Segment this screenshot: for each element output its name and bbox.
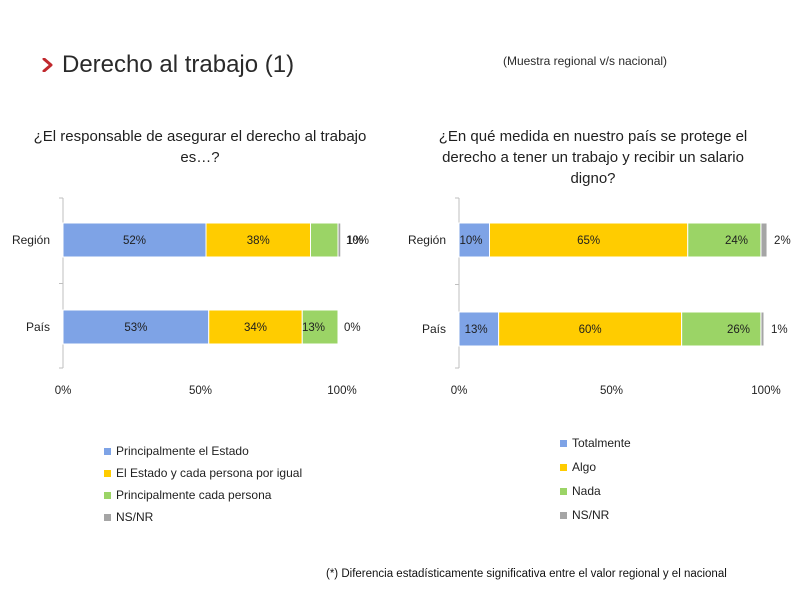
data-label: 52% (123, 235, 146, 247)
data-label: 13% (465, 324, 488, 336)
category-label: País (26, 320, 50, 334)
bar-segment (310, 222, 339, 258)
legend-label: Totalmente (572, 436, 631, 450)
legend-label: El Estado y cada persona por igual (116, 466, 303, 480)
data-label: 53% (124, 322, 147, 334)
legend-swatch (560, 464, 567, 472)
footnote: (*) Diferencia estadísticamente signific… (326, 568, 727, 580)
legend-swatch (104, 492, 111, 500)
data-label: 38% (247, 235, 270, 247)
data-label: 10% (346, 235, 369, 247)
x-tick-label: 50% (189, 385, 212, 397)
data-label: 60% (579, 324, 602, 336)
legend-item: El Estado y cada persona por igual (104, 466, 302, 480)
legend-item: Algo (560, 460, 596, 474)
bar-segment (760, 311, 765, 347)
page-title: Derecho al trabajo (1) (62, 51, 295, 78)
data-label: 13% (302, 322, 325, 334)
bar-segment (458, 222, 490, 258)
page-subtitle: (Muestra regional v/s nacional) (502, 54, 668, 68)
data-label: 10% (460, 235, 483, 247)
legend-item: Totalmente (560, 436, 631, 450)
category-label: País (422, 322, 446, 336)
legend-swatch (104, 448, 111, 456)
right-chart-question: ¿En qué medida en nuestro país se proteg… (438, 128, 748, 187)
bar-segment (301, 309, 339, 345)
legend-swatch (560, 440, 567, 448)
bar-segment (498, 311, 683, 347)
data-label: 1% (771, 324, 788, 336)
bar-segment (681, 311, 762, 347)
data-label: 26% (727, 324, 750, 336)
legend-swatch (560, 488, 567, 496)
legend-item: NS/NR (104, 510, 153, 524)
data-label: 24% (725, 235, 748, 247)
left-chart-question: ¿El responsable de asegurar el derecho a… (33, 128, 367, 166)
legend-item: Principalmente el Estado (104, 444, 249, 458)
data-label: 34% (244, 322, 267, 334)
legend-swatch (560, 512, 567, 520)
legend-label: Nada (572, 484, 601, 498)
category-label: Región (408, 233, 446, 247)
legend-label: NS/NR (116, 510, 154, 524)
legend-label: Principalmente el Estado (116, 444, 249, 458)
legend-label: Algo (572, 460, 597, 474)
x-tick-label: 100% (327, 385, 356, 397)
legend-swatch (104, 470, 111, 478)
chevron-right-icon (42, 58, 53, 72)
bar-segment (458, 311, 500, 347)
legend-label: NS/NR (572, 508, 610, 522)
category-label: Región (12, 233, 50, 247)
legend-label: Principalmente cada persona (116, 488, 272, 502)
bar-segment (760, 222, 768, 258)
legend-swatch (104, 514, 111, 522)
title-block: Derecho al trabajo (1) (42, 48, 294, 82)
x-tick-label: 0% (55, 385, 72, 397)
bar-segment (205, 222, 311, 258)
legend-item: Principalmente cada persona (104, 488, 271, 502)
x-tick-label: 50% (600, 385, 623, 397)
data-label: 1% (347, 235, 364, 247)
legend-item: NS/NR (560, 508, 609, 522)
bar-segment (489, 222, 689, 258)
legend-item: Nada (560, 484, 601, 498)
data-label: 0% (344, 322, 361, 334)
bar-segment (337, 222, 342, 258)
data-label: 2% (774, 235, 791, 247)
data-label: 65% (577, 235, 600, 247)
x-tick-label: 100% (751, 385, 780, 397)
bar-segment (62, 309, 210, 345)
x-tick-label: 0% (451, 385, 468, 397)
